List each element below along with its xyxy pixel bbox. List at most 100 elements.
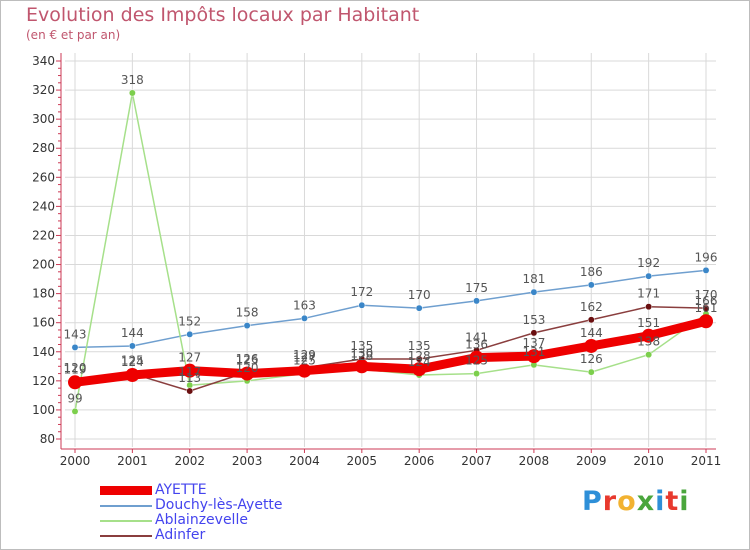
data-label: 125 (121, 354, 144, 368)
data-label: 171 (637, 287, 660, 301)
y-tick-label: 140 (32, 345, 55, 359)
data-point (645, 351, 653, 359)
data-label: 152 (178, 314, 201, 328)
legend-label: Douchy-lès-Ayette (155, 497, 283, 513)
data-point (71, 407, 79, 415)
data-label: 181 (522, 272, 545, 286)
chart-subtitle: (en € et par an) (26, 28, 121, 42)
data-label: 151 (637, 316, 660, 330)
data-label: 125 (293, 354, 316, 368)
logo-letter: r (602, 486, 618, 517)
y-tick-label: 180 (32, 287, 55, 301)
data-label: 120 (236, 361, 259, 375)
data-point (71, 343, 79, 351)
data-label: 153 (522, 313, 545, 327)
data-point (530, 288, 538, 296)
y-tick-label: 80 (40, 432, 55, 446)
legend-swatch (100, 520, 152, 522)
x-tick-label: 2010 (633, 454, 664, 468)
data-label: 125 (236, 354, 259, 368)
x-tick-label: 2003 (232, 454, 263, 468)
proxiti-logo: Proxiti (582, 486, 690, 517)
data-label: 163 (293, 298, 316, 312)
legend-item-ablainzevelle: Ablainzevelle (100, 513, 360, 529)
data-point (301, 314, 308, 322)
data-label: 119 (64, 362, 87, 376)
data-label: 125 (465, 354, 488, 368)
data-label: 131 (522, 345, 545, 359)
logo-letter: o (617, 486, 637, 517)
data-point (125, 368, 140, 383)
data-label: 143 (64, 327, 87, 341)
data-point (354, 359, 369, 374)
data-label: 127 (178, 351, 201, 365)
series-line (70, 316, 711, 387)
data-label: 170 (408, 288, 431, 302)
data-label: 186 (580, 265, 603, 279)
logo-letter: i (679, 486, 690, 517)
data-label: 136 (465, 338, 488, 352)
data-label: 135 (350, 339, 373, 353)
legend-swatch (100, 486, 152, 495)
data-label: 129 (293, 348, 316, 362)
logo-letter: P (582, 486, 603, 517)
data-label: 141 (465, 330, 488, 344)
data-label: 175 (465, 281, 488, 295)
data-point (473, 297, 480, 305)
y-tick-label: 120 (32, 374, 55, 388)
y-tick-label: 300 (32, 112, 55, 126)
chart-title: Evolution des Impôts locaux par Habitant (26, 4, 420, 26)
y-tick-label: 160 (32, 316, 55, 330)
legend-swatch (100, 505, 152, 507)
data-label: 99 (67, 391, 82, 405)
legend: AYETTE Douchy-lès-Ayette Ablainzevelle A… (100, 482, 360, 544)
data-point (186, 330, 194, 338)
legend-swatch (100, 535, 152, 537)
data-point (702, 266, 710, 274)
legend-label: AYETTE (155, 482, 207, 498)
y-tick-label: 320 (32, 83, 55, 97)
data-point (240, 366, 255, 381)
data-label: 318 (121, 73, 144, 87)
data-point (530, 329, 538, 337)
data-point (469, 350, 484, 365)
data-point (68, 375, 82, 390)
data-point (297, 363, 312, 378)
y-tick-label: 220 (32, 228, 55, 242)
legend-label: Adinfer (155, 527, 206, 543)
x-tick-label: 2007 (461, 454, 492, 468)
y-tick-label: 100 (32, 403, 55, 417)
data-point (128, 89, 136, 97)
data-point (473, 370, 480, 378)
data-label: 144 (580, 326, 603, 340)
data-point (243, 322, 251, 330)
x-tick-label: 2008 (519, 454, 550, 468)
logo-letter: t (665, 486, 680, 517)
data-label: 196 (695, 250, 718, 264)
data-point (702, 304, 710, 312)
data-label: 172 (350, 285, 373, 299)
data-point (587, 316, 595, 324)
data-label: 161 (695, 301, 718, 315)
legend-item-douchy: Douchy-lès-Ayette (100, 497, 360, 514)
data-label: 113 (178, 371, 201, 385)
data-label: 158 (236, 306, 259, 320)
data-label: 166 (695, 294, 718, 308)
data-label: 128 (408, 349, 431, 363)
data-label: 128 (350, 349, 373, 363)
data-label: 130 (350, 346, 373, 360)
data-point (415, 304, 423, 312)
data-point (641, 328, 656, 343)
data-label: 170 (695, 288, 718, 302)
y-tick-label: 240 (32, 199, 55, 213)
data-point (182, 363, 197, 378)
data-label: 117 (178, 365, 201, 379)
data-point (587, 281, 595, 289)
y-tick-label: 260 (32, 170, 55, 184)
data-point (584, 338, 599, 353)
x-tick-label: 2006 (404, 454, 435, 468)
data-point (645, 272, 653, 280)
data-point (587, 368, 595, 376)
